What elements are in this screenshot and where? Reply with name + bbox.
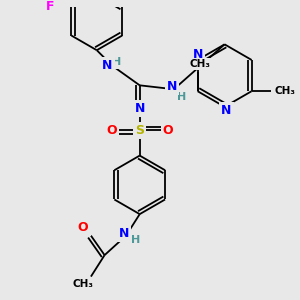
Text: N: N: [192, 48, 203, 61]
Text: CH₃: CH₃: [73, 279, 94, 290]
Text: CH₃: CH₃: [274, 86, 295, 96]
Text: N: N: [134, 102, 145, 115]
Text: N: N: [167, 80, 177, 93]
Text: H: H: [177, 92, 186, 102]
Text: O: O: [78, 221, 88, 234]
Text: F: F: [46, 0, 54, 13]
Text: H: H: [112, 57, 121, 67]
Text: CH₃: CH₃: [189, 59, 210, 69]
Text: O: O: [163, 124, 173, 137]
Text: N: N: [221, 104, 232, 117]
Text: N: N: [119, 227, 129, 240]
Text: O: O: [106, 124, 117, 137]
Text: H: H: [131, 235, 140, 244]
Text: N: N: [102, 59, 113, 72]
Text: S: S: [135, 124, 144, 137]
